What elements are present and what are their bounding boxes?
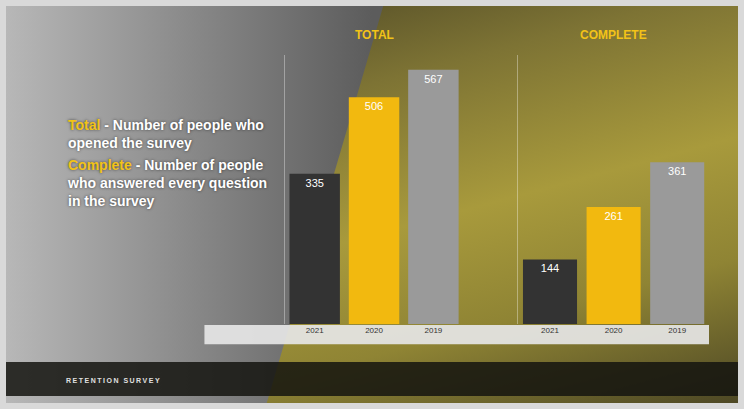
svg-text:COMPLETE: COMPLETE <box>580 28 647 42</box>
svg-text:2021: 2021 <box>541 326 559 335</box>
svg-text:361: 361 <box>668 165 686 177</box>
svg-text:TOTAL: TOTAL <box>355 28 394 42</box>
svg-text:335: 335 <box>306 177 324 189</box>
svg-text:2020: 2020 <box>365 326 383 335</box>
html-text:RETENTION SURVEY: RETENTION SURVEY <box>66 377 162 384</box>
svg-text:261: 261 <box>604 210 622 222</box>
svg-text:2020: 2020 <box>605 326 623 335</box>
svg-text:567: 567 <box>424 73 442 85</box>
svg-text:2019: 2019 <box>668 326 686 335</box>
html-text:Complete - Number of people wh: Complete - Number of people who answered… <box>68 157 268 209</box>
svg-text:506: 506 <box>365 100 383 112</box>
svg-text:144: 144 <box>541 262 559 274</box>
svg-text:2019: 2019 <box>425 326 443 335</box>
svg-text:2021: 2021 <box>306 326 324 335</box>
html-text:Total - Number of people who o: Total - Number of people who opened the … <box>68 117 264 151</box>
